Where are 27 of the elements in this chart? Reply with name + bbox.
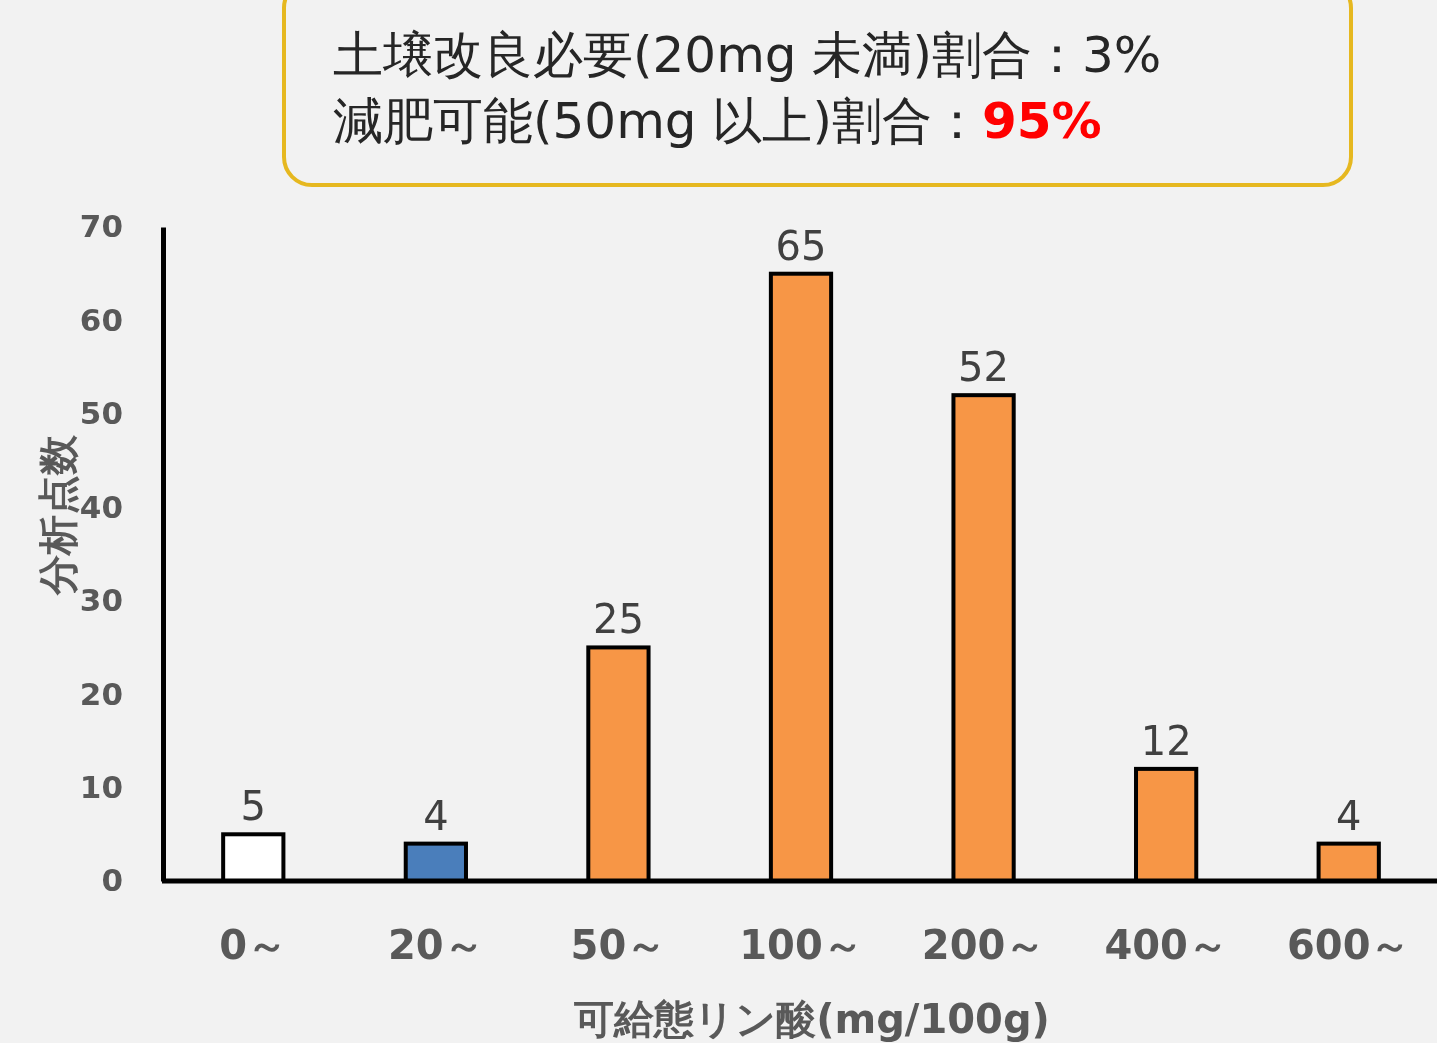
y-tick-label: 60 xyxy=(79,301,123,338)
x-tick-label: 100～ xyxy=(739,922,863,969)
x-tick-label: 20～ xyxy=(388,922,484,969)
y-tick-label: 0 xyxy=(101,862,123,899)
y-tick-label: 50 xyxy=(79,395,123,432)
text: 土壌改良必要(20mg 未満)割合：3% xyxy=(333,26,1162,84)
data-label: 4 xyxy=(423,792,449,839)
data-label: 4 xyxy=(1335,792,1362,839)
y-tick-label: 70 xyxy=(79,208,123,245)
data-label: 52 xyxy=(958,344,1010,391)
text: 95% xyxy=(981,92,1102,150)
x-tick-label: 400～ xyxy=(1104,922,1228,969)
x-axis-title: 可給態リン酸(mg/100g) xyxy=(573,996,1050,1042)
y-tick-label: 20 xyxy=(79,675,123,712)
y-tick-label: 10 xyxy=(79,768,123,805)
data-label: 5 xyxy=(240,783,267,830)
x-tick-label: 50～ xyxy=(570,922,667,969)
x-tick-label: 200～ xyxy=(921,922,1046,969)
y-tick-label: 40 xyxy=(79,488,123,525)
x-tick-label: 600～ xyxy=(1286,922,1411,969)
data-label: 25 xyxy=(592,596,644,643)
text: 減肥可能(50mg 以上)割合： xyxy=(333,92,982,150)
y-tick-label: 30 xyxy=(79,582,123,619)
y-axis-title: 分析点数 xyxy=(35,434,81,596)
data-label: 12 xyxy=(1140,717,1192,764)
data-label: 65 xyxy=(775,222,827,269)
x-tick-label: 0～ xyxy=(219,922,288,969)
